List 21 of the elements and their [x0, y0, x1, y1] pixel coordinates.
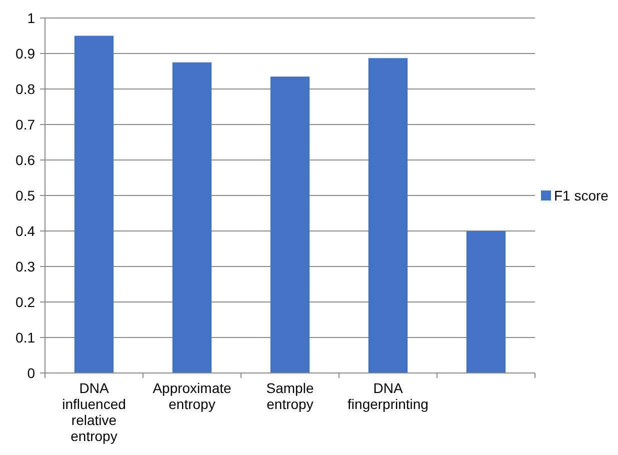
bar	[74, 36, 114, 373]
y-tick-label: 0.6	[16, 152, 36, 168]
y-tick-label: 0.7	[16, 116, 36, 132]
x-tick-label: Approximate entropy	[152, 380, 232, 412]
bar	[466, 231, 506, 373]
y-tick-label: 1	[27, 10, 36, 26]
y-tick-label: 0.1	[16, 329, 36, 346]
y-tick-label: 0.5	[16, 187, 36, 204]
y-tick-label: 0.9	[16, 45, 36, 62]
legend-label: F1 score	[554, 187, 609, 204]
x-tick-label: DNA influenced relative entropy	[62, 380, 126, 444]
x-tick-label: Sample entropy	[266, 380, 314, 412]
y-tick-label: 0	[27, 364, 36, 381]
y-tick-label: 0.2	[16, 294, 36, 310]
bar	[270, 76, 310, 373]
bar	[172, 62, 212, 373]
x-tick-label: DNA fingerprinting	[348, 380, 428, 412]
y-tick-label: 0.8	[16, 80, 36, 97]
y-tick-label: 0.4	[16, 222, 36, 239]
bar	[368, 58, 408, 373]
y-tick-label: 0.3	[16, 258, 36, 274]
